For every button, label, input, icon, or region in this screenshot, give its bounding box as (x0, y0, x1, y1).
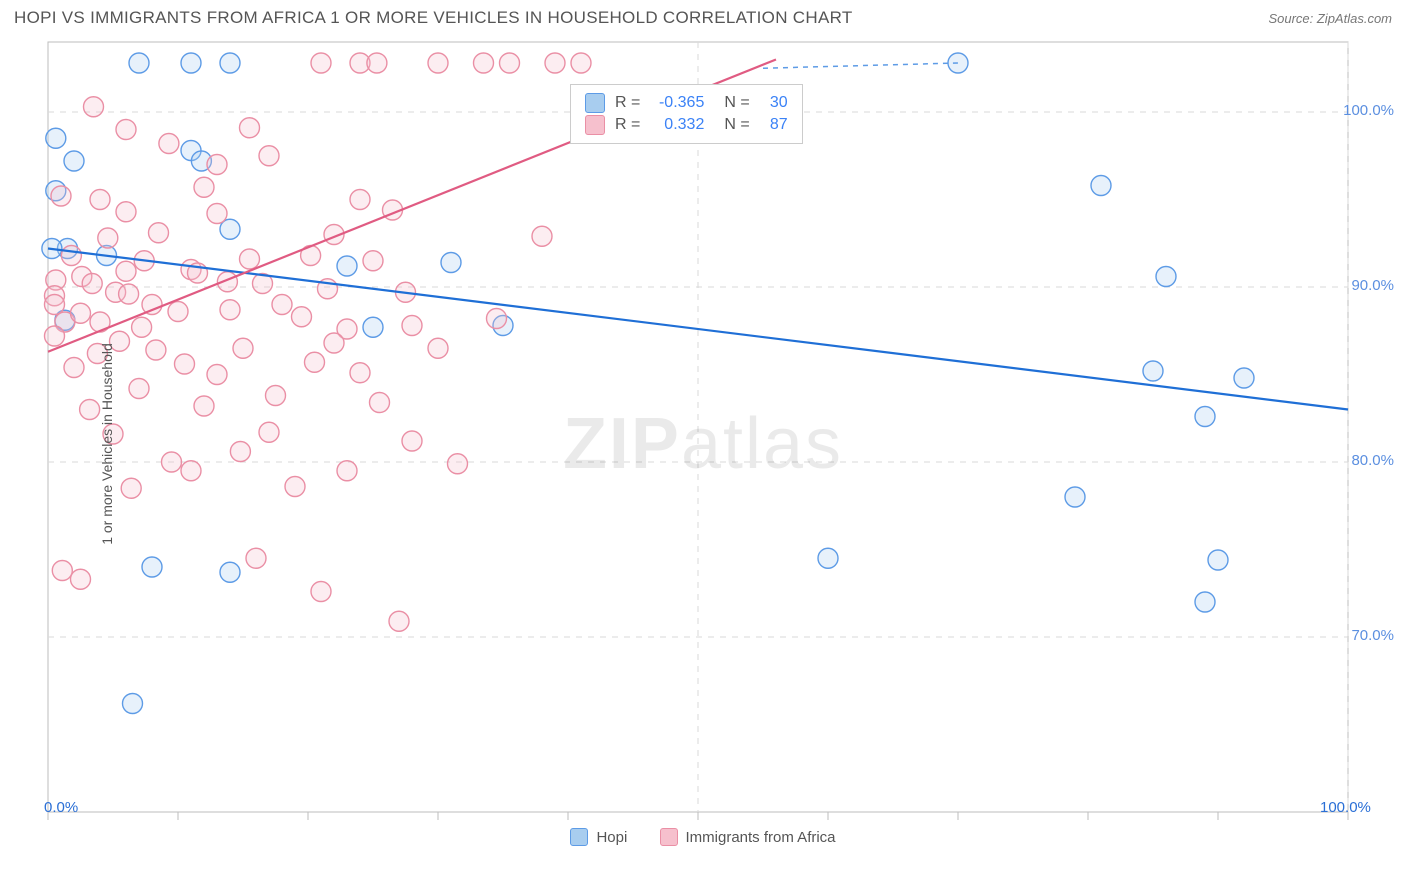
stats-r-value: 0.332 (650, 116, 704, 134)
stats-r-value: -0.365 (650, 94, 704, 112)
stats-n-label: N = (724, 94, 749, 112)
y-axis-label: 1 or more Vehicles in Household (99, 343, 115, 545)
correlation-stats-box: R = -0.365 N = 30 R = 0.332 N = 87 (570, 84, 803, 144)
stats-row: R = 0.332 N = 87 (585, 115, 788, 135)
legend-swatch-icon (660, 828, 678, 846)
legend-item-africa: Immigrants from Africa (660, 828, 836, 846)
legend-item-hopi: Hopi (570, 828, 627, 846)
stats-r-label: R = (615, 94, 640, 112)
stats-row: R = -0.365 N = 30 (585, 93, 788, 113)
scatter-plot-svg (0, 34, 1406, 854)
stats-swatch-icon (585, 93, 605, 113)
chart-area: 1 or more Vehicles in Household ZIPatlas… (0, 34, 1406, 854)
chart-source: Source: ZipAtlas.com (1268, 11, 1392, 26)
stats-n-value: 30 (760, 94, 788, 112)
y-axis-tick-label: 90.0% (1351, 277, 1394, 294)
legend-label: Hopi (596, 829, 627, 846)
y-axis-tick-label: 70.0% (1351, 627, 1394, 644)
x-axis-tick-label: 100.0% (1320, 799, 1371, 816)
y-axis-tick-label: 80.0% (1351, 452, 1394, 469)
chart-title: HOPI VS IMMIGRANTS FROM AFRICA 1 OR MORE… (14, 8, 853, 28)
bottom-legend: Hopi Immigrants from Africa (0, 828, 1406, 850)
stats-r-label: R = (615, 116, 640, 134)
chart-header: HOPI VS IMMIGRANTS FROM AFRICA 1 OR MORE… (0, 0, 1406, 34)
y-axis-tick-label: 100.0% (1343, 102, 1394, 119)
legend-label: Immigrants from Africa (686, 829, 836, 846)
legend-swatch-icon (570, 828, 588, 846)
stats-n-label: N = (724, 116, 749, 134)
stats-n-value: 87 (760, 116, 788, 134)
stats-swatch-icon (585, 115, 605, 135)
x-axis-tick-label: 0.0% (44, 799, 78, 816)
